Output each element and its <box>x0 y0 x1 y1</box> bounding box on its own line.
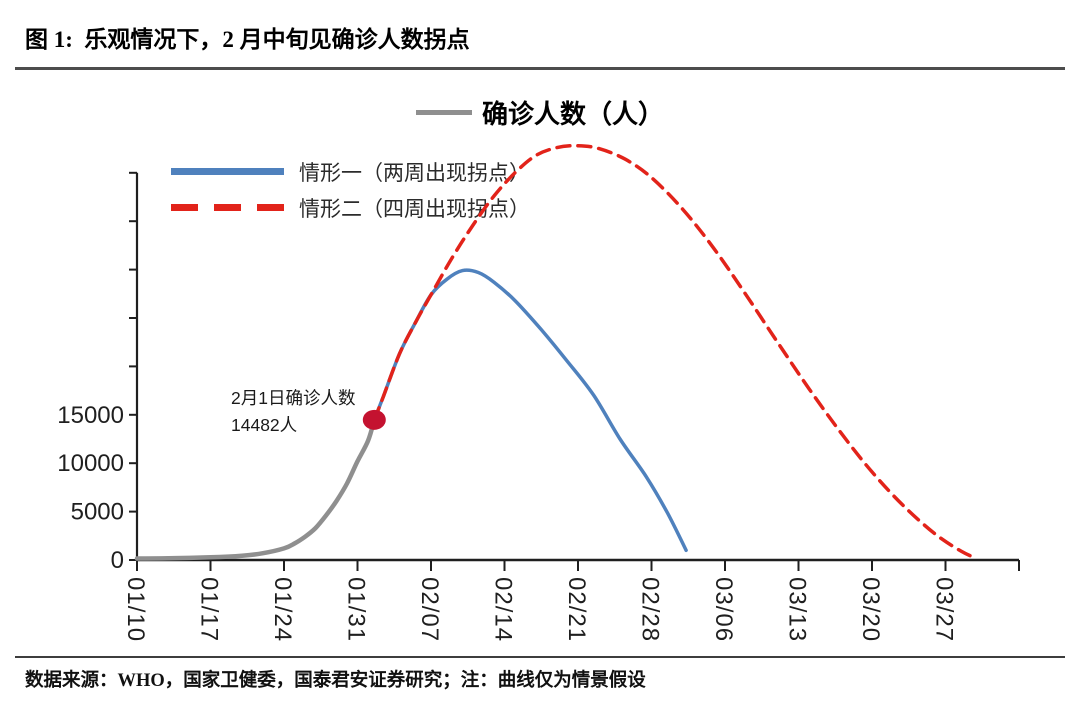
chart-title-legend: 确诊人数（人） <box>0 94 1080 131</box>
x-tick-label: 01/10 <box>122 577 149 642</box>
y-tick-label: 5000 <box>71 499 124 526</box>
chart-title: 确诊人数（人） <box>481 99 664 129</box>
figure-title: 图 1: 乐观情况下，2 月中旬见确诊人数拐点 <box>25 27 470 52</box>
annotation-feb1: 2月1日确诊人数 14482人 <box>231 385 355 439</box>
legend-item-scenario2: 情形二（四周出现拐点） <box>171 194 530 221</box>
annotation-line2: 14482人 <box>231 415 298 435</box>
x-tick-label: 03/20 <box>857 577 884 642</box>
x-tick-label: 02/14 <box>490 577 517 642</box>
source-note: 数据来源：WHO，国家卫健委，国泰君安证券研究；注：曲线仅为情景假设 <box>25 671 646 691</box>
legend: 情形一（两周出现拐点） 情形二（四周出现拐点） <box>171 158 530 230</box>
footer-divider <box>15 656 1065 658</box>
legend-label-scenario1: 情形一（两周出现拐点） <box>299 161 530 185</box>
gray-line-swatch <box>415 110 472 115</box>
x-tick-label: 01/31 <box>343 577 370 642</box>
feb1-marker-dot <box>362 409 386 430</box>
red-dashed-line-swatch <box>171 204 284 211</box>
y-tick-label: 15000 <box>57 402 124 429</box>
legend-item-scenario1: 情形一（两周出现拐点） <box>171 158 530 185</box>
x-tick-label: 03/13 <box>784 577 811 642</box>
blue-solid-line-swatch <box>171 168 284 175</box>
curve-scenario-1-two-week-inflection <box>372 268 688 553</box>
curve-actual-data <box>134 417 377 561</box>
legend-label-scenario2: 情形二（四周出现拐点） <box>299 197 530 221</box>
x-tick-label: 02/07 <box>416 577 443 642</box>
x-tick-label: 02/28 <box>637 577 664 642</box>
x-tick-label: 03/27 <box>931 577 958 642</box>
x-tick-label: 02/21 <box>563 577 590 642</box>
title-divider <box>15 67 1065 70</box>
y-tick-label: 10000 <box>57 450 124 477</box>
x-tick-label: 03/06 <box>710 577 737 642</box>
y-tick-label: 0 <box>111 547 124 574</box>
x-tick-label: 01/17 <box>196 577 223 642</box>
x-tick-label: 01/24 <box>269 577 296 642</box>
annotation-line1: 2月1日确诊人数 <box>231 388 356 408</box>
